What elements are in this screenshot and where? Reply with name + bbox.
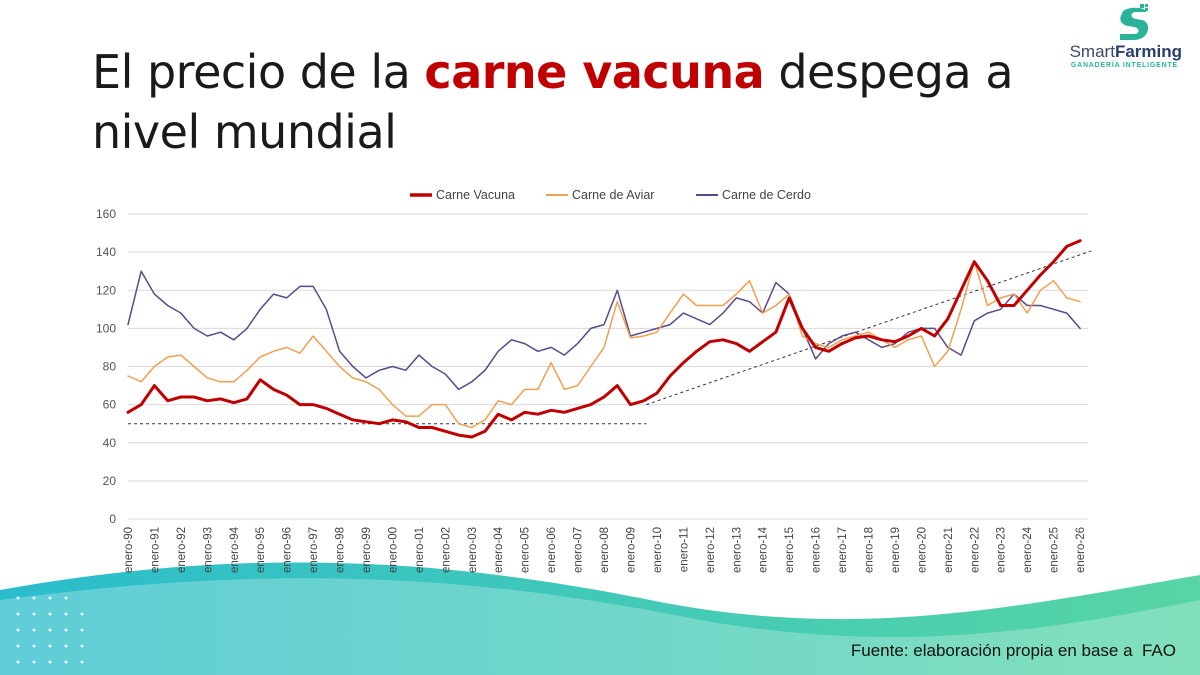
y-tick-label: 140 (96, 245, 116, 259)
x-tick-label: enero-04 (493, 526, 505, 573)
x-tick-label: enero-14 (758, 526, 770, 573)
legend-label: Carne de Cerdo (722, 188, 811, 202)
title-highlight: carne vacuna (424, 45, 765, 99)
source-footer: Fuente: elaboración propia en base a FAO (850, 641, 1176, 660)
x-tick-label: enero-25 (1049, 527, 1061, 573)
x-tick-label: enero-10 (652, 527, 664, 573)
x-tick-label: enero-16 (811, 527, 823, 573)
x-tick-label: enero-01 (414, 527, 426, 573)
x-tick-label: enero-00 (387, 527, 399, 573)
x-tick-label: enero-24 (1022, 526, 1034, 573)
page-title: El precio de la carne vacuna despega a n… (92, 42, 1092, 162)
y-tick-label: 120 (96, 283, 116, 297)
x-tick-label: enero-96 (282, 527, 294, 573)
x-tick-label: enero-97 (308, 527, 320, 573)
x-tick-label: enero-93 (202, 527, 214, 573)
x-tick-label: enero-17 (837, 527, 849, 573)
series-line-1 (127, 260, 1081, 429)
x-tick-label: enero-23 (996, 527, 1008, 573)
x-tick-label: enero-07 (573, 527, 585, 573)
x-tick-label: enero-26 (1075, 527, 1087, 573)
y-tick-label: 60 (103, 398, 117, 412)
x-tick-label: enero-19 (890, 527, 902, 573)
x-tick-label: enero-06 (546, 527, 558, 573)
legend-label: Carne Vacuna (436, 188, 515, 202)
y-tick-label: 100 (96, 321, 116, 335)
x-tick-label: enero-90 (123, 527, 135, 573)
x-tick-label: enero-21 (943, 527, 955, 573)
x-tick-label: enero-18 (863, 527, 875, 573)
x-tick-label: enero-94 (229, 526, 241, 573)
y-tick-label: 160 (96, 207, 116, 221)
x-tick-label: enero-11 (678, 527, 690, 572)
x-tick-label: enero-92 (176, 527, 188, 573)
x-tick-label: enero-12 (705, 527, 717, 573)
x-tick-label: enero-99 (361, 527, 373, 573)
series-line-0 (126, 239, 1082, 439)
x-tick-label: enero-09 (625, 527, 637, 573)
title-part1: El precio de la (92, 45, 425, 99)
x-tick-label: enero-91 (149, 527, 161, 573)
x-tick-label: enero-03 (467, 527, 479, 573)
legend-label: Carne de Aviar (572, 188, 654, 202)
x-tick-label: enero-08 (599, 527, 611, 573)
x-tick-label: enero-22 (969, 527, 981, 573)
y-tick-label: 80 (103, 360, 117, 374)
logo-tagline: GANADERÍA INTELIGENTE (1070, 62, 1178, 69)
x-tick-label: enero-98 (335, 527, 347, 573)
x-tick-label: enero-13 (731, 527, 743, 573)
x-tick-label: enero-02 (440, 527, 452, 573)
x-tick-label: enero-95 (255, 527, 267, 573)
smart-farming-logo: SmartFarming GANADERÍA INTELIGENTE (1070, 2, 1190, 72)
trendline (646, 249, 1094, 406)
y-tick-label: 0 (109, 512, 116, 526)
x-tick-label: enero-20 (916, 527, 928, 573)
y-tick-label: 20 (103, 474, 117, 488)
dot-pattern (16, 596, 84, 664)
y-tick-label: 40 (103, 436, 117, 450)
logo-brand: SmartFarming (1069, 42, 1182, 61)
x-tick-label: enero-05 (520, 527, 532, 573)
x-tick-label: enero-15 (784, 527, 796, 573)
s-leaf-logo-icon (1120, 4, 1149, 41)
title-part2: despega a nivel mundial (92, 45, 1014, 159)
